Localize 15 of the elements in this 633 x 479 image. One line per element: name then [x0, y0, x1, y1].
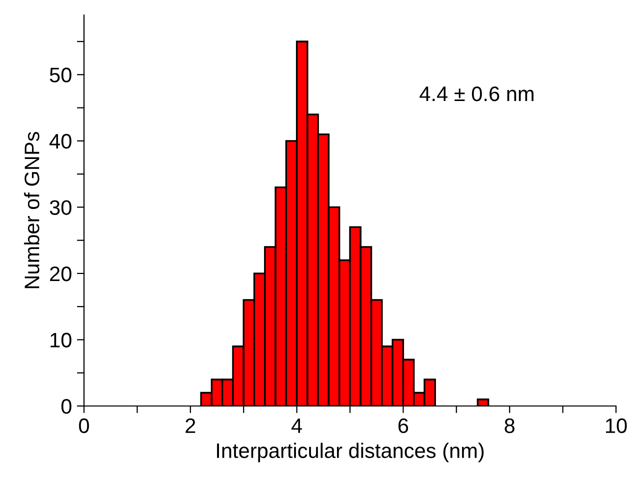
y-tick-label: 20	[50, 266, 72, 282]
x-tick-label: 10	[606, 418, 627, 434]
y-tick-label: 0	[61, 399, 72, 414]
y-axis-title: Number of GNPs	[24, 132, 40, 288]
x-tick-label: 0	[79, 418, 89, 434]
y-tick-label: 30	[50, 200, 72, 215]
x-tick-label: 4	[291, 418, 302, 433]
x-tick-label: 6	[398, 418, 408, 434]
x-tick-label: 2	[186, 418, 196, 433]
y-tick-label: 10	[50, 332, 72, 348]
y-tick-label: 40	[50, 134, 72, 149]
annotation: 4.4 ± 0.6 nm	[420, 86, 534, 102]
x-tick-label: 8	[504, 418, 514, 434]
x-axis-title: Interparticular distances (nm)	[217, 442, 484, 462]
y-tick-label: 50	[50, 68, 72, 82]
